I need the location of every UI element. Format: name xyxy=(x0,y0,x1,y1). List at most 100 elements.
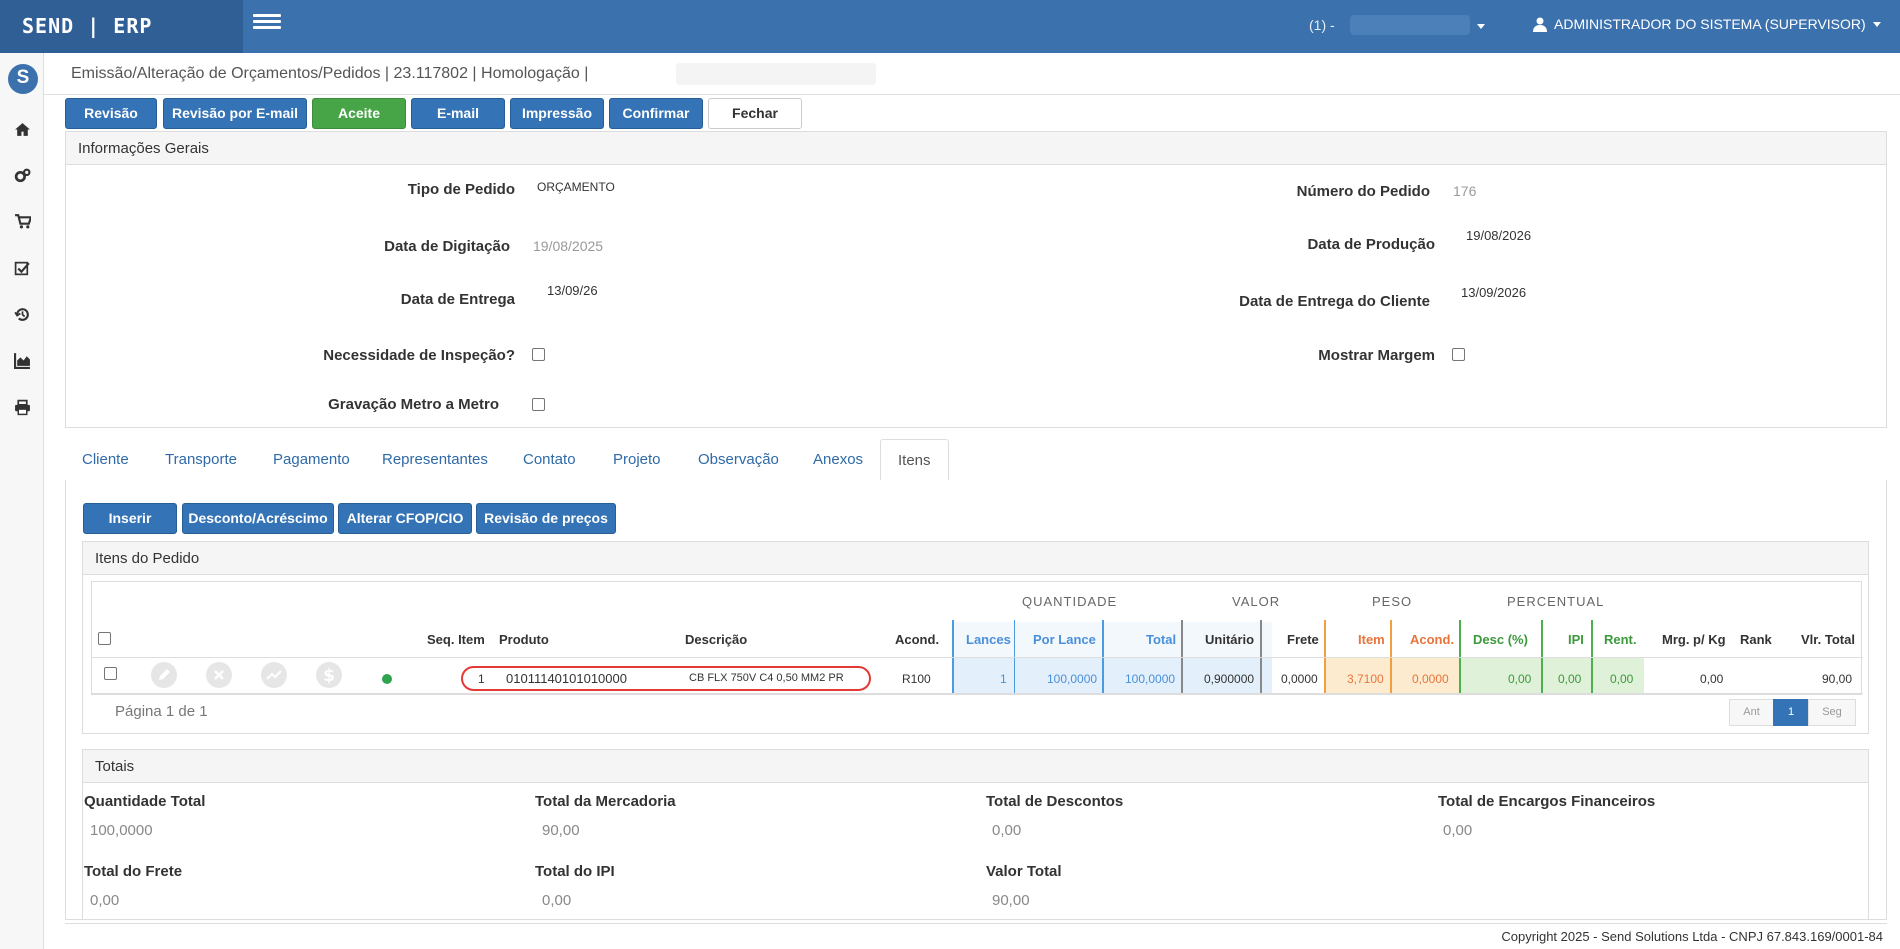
shopping-cart-icon[interactable] xyxy=(14,213,31,230)
price-history-icon[interactable] xyxy=(261,662,287,688)
chart-area-icon[interactable] xyxy=(14,352,31,369)
cell-vlr-total: 90,00 xyxy=(1822,672,1853,686)
title-redacted xyxy=(676,63,876,85)
gears-icon[interactable] xyxy=(14,167,31,184)
col-unitario[interactable]: Unitário xyxy=(1205,632,1255,647)
tab-cliente[interactable]: Cliente xyxy=(82,451,129,468)
desconto-acrescimo-button[interactable]: Desconto/Acréscimo xyxy=(182,503,334,534)
col-vlr-total[interactable]: Vlr. Total xyxy=(1801,632,1855,647)
fechar-button[interactable]: Fechar xyxy=(708,98,802,129)
cell-ipi: 0,00 xyxy=(1558,672,1582,686)
divider xyxy=(92,657,1863,658)
col-descricao[interactable]: Descrição xyxy=(685,632,748,647)
total-mercadoria-label: Total da Mercadoria xyxy=(535,793,676,810)
tab-representantes[interactable]: Representantes xyxy=(382,451,488,468)
tab-projeto[interactable]: Projeto xyxy=(613,451,661,468)
totals-panel: Totais xyxy=(82,749,1869,920)
data-producao-value[interactable]: 19/08/2026 xyxy=(1466,228,1532,243)
col-produto[interactable]: Produto xyxy=(499,632,549,647)
tab-anexos[interactable]: Anexos xyxy=(813,451,864,468)
col-por-lance[interactable]: Por Lance xyxy=(1033,632,1096,647)
cell-peso-acond: 0,0000 xyxy=(1412,672,1449,686)
col-seq-item[interactable]: Seq. Item xyxy=(427,632,485,647)
divider xyxy=(1541,620,1543,693)
quantidade-total-label: Quantidade Total xyxy=(84,793,206,810)
next-page-button[interactable]: Seg xyxy=(1808,699,1856,726)
col-rent[interactable]: Rent. xyxy=(1604,632,1637,647)
dollar-icon[interactable]: $ xyxy=(316,662,342,688)
cell-seq: 1 xyxy=(478,672,485,686)
row-checkbox[interactable] xyxy=(104,667,117,680)
prev-page-button[interactable]: Ant xyxy=(1729,699,1774,726)
general-info-panel: Informações Gerais xyxy=(65,131,1887,428)
divider xyxy=(952,620,954,693)
sidebar: S xyxy=(0,53,44,949)
select-all-checkbox[interactable] xyxy=(98,632,111,645)
print-icon[interactable] xyxy=(14,399,31,416)
cell-descricao: CB FLX 750V C4 0,50 MM2 PR xyxy=(689,672,844,684)
tab-pagamento[interactable]: Pagamento xyxy=(273,451,350,468)
revisao-precos-button[interactable]: Revisão de preços xyxy=(476,503,616,534)
items-grid: QUANTIDADE VALOR PESO PERCENTUAL Seq. It… xyxy=(91,581,1863,695)
col-acond[interactable]: Acond. xyxy=(895,632,940,647)
numero-pedido-value: 176 xyxy=(1453,183,1477,199)
col-total[interactable]: Total xyxy=(1146,632,1177,647)
checklist-icon[interactable] xyxy=(14,260,31,277)
company-selector[interactable]: (1) - xyxy=(1309,17,1335,33)
gravacao-checkbox[interactable] xyxy=(532,398,545,411)
inserir-button[interactable]: Inserir xyxy=(83,503,177,534)
home-icon[interactable] xyxy=(14,121,31,138)
user-menu[interactable]: ADMINISTRADOR DO SISTEMA (SUPERVISOR) xyxy=(1533,16,1881,32)
tab-transporte[interactable]: Transporte xyxy=(165,451,237,468)
col-peso-acond[interactable]: Acond. xyxy=(1410,632,1455,647)
data-entrega-label: Data de Entrega xyxy=(400,291,515,308)
delete-icon[interactable] xyxy=(206,662,232,688)
confirmar-button[interactable]: Confirmar xyxy=(609,98,703,129)
company-name-redacted xyxy=(1350,15,1470,35)
revisao-button[interactable]: Revisão xyxy=(65,98,157,129)
col-mrg-kg[interactable]: Mrg. p/ Kg xyxy=(1662,632,1726,647)
mostrar-margem-checkbox[interactable] xyxy=(1452,348,1465,361)
aceite-button[interactable]: Aceite xyxy=(312,98,406,129)
tab-itens[interactable]: Itens xyxy=(880,439,949,481)
tab-bar: Cliente Transporte Pagamento Representan… xyxy=(65,439,1884,481)
tipo-pedido-value[interactable]: ORÇAMENTO xyxy=(537,180,615,194)
revisao-email-button[interactable]: Revisão por E-mail xyxy=(163,98,307,129)
impressao-button[interactable]: Impressão xyxy=(510,98,604,129)
menu-toggle-icon[interactable] xyxy=(253,14,281,34)
quantity-col-bg xyxy=(952,657,1272,693)
data-entrega-value[interactable]: 13/09/26 xyxy=(547,283,598,298)
quantity-header-bg xyxy=(952,622,1272,657)
col-ipi[interactable]: IPI xyxy=(1568,632,1584,647)
valor-total-value: 90,00 xyxy=(992,892,1030,909)
col-desc[interactable]: Desc (%) xyxy=(1473,632,1528,647)
total-descontos-label: Total de Descontos xyxy=(986,793,1124,810)
cell-lances: 1 xyxy=(1000,672,1007,686)
divider xyxy=(1324,620,1326,693)
col-peso-item[interactable]: Item xyxy=(1358,632,1385,647)
history-icon[interactable] xyxy=(14,306,31,323)
cell-desc: 0,00 xyxy=(1508,672,1532,686)
page-title: Emissão/Alteração de Orçamentos/Pedidos … xyxy=(71,65,589,82)
total-descontos-value: 0,00 xyxy=(992,822,1022,839)
col-frete[interactable]: Frete xyxy=(1287,632,1319,647)
page-1-button[interactable]: 1 xyxy=(1773,699,1809,726)
tab-observacao[interactable]: Observação xyxy=(698,451,779,468)
col-rank[interactable]: Rank xyxy=(1740,632,1772,647)
alterar-cfop-button[interactable]: Alterar CFOP/CIO xyxy=(338,503,472,534)
tab-contato[interactable]: Contato xyxy=(523,451,576,468)
group-quantidade: QUANTIDADE xyxy=(1022,594,1118,609)
edit-icon[interactable] xyxy=(151,662,177,688)
send-logo-icon[interactable]: S xyxy=(8,64,38,94)
items-heading: Itens do Pedido xyxy=(83,542,1868,575)
user-icon xyxy=(1533,17,1547,32)
divider xyxy=(1102,620,1104,693)
data-entrega-cliente-value[interactable]: 13/09/2026 xyxy=(1461,285,1527,300)
col-lances[interactable]: Lances xyxy=(966,632,1011,647)
cell-rent: 0,00 xyxy=(1610,672,1634,686)
chevron-down-icon[interactable] xyxy=(1477,24,1485,29)
email-button[interactable]: E-mail xyxy=(411,98,505,129)
brand-logo[interactable]: SEND | ERP xyxy=(0,0,243,53)
inspecao-checkbox[interactable] xyxy=(532,348,545,361)
quantidade-total-value: 100,0000 xyxy=(90,822,153,839)
